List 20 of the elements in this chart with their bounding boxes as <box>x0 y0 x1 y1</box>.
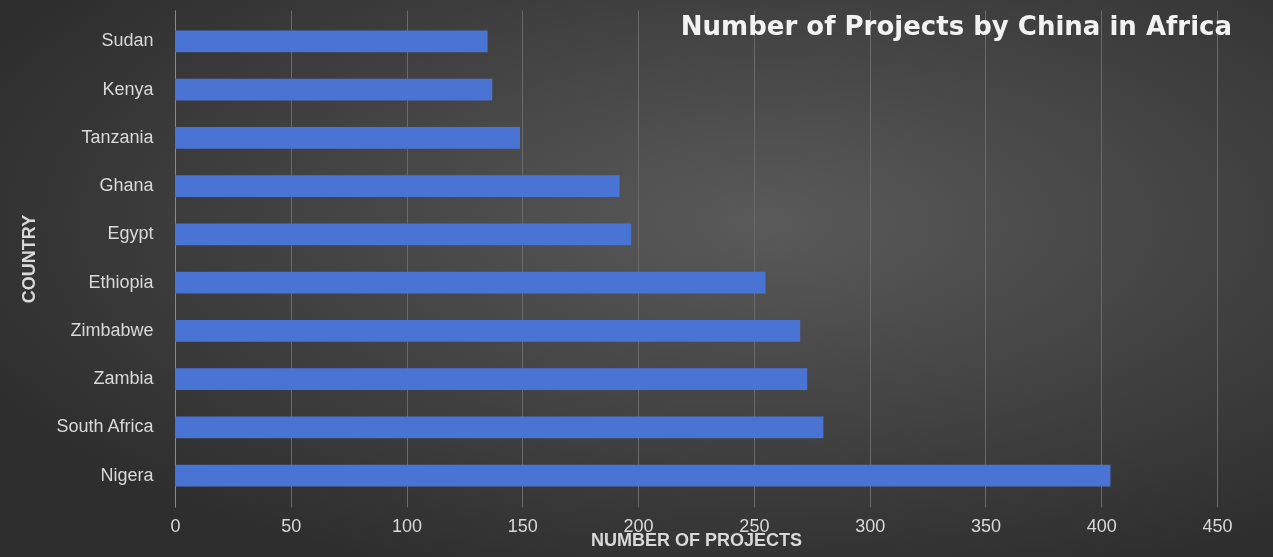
y-tick-label: Ethiopia <box>88 271 155 292</box>
x-tick-label: 300 <box>855 515 886 536</box>
y-tick-label: Kenya <box>102 78 155 99</box>
chart-title: Number of Projects by China in Africa <box>680 11 1233 41</box>
x-tick-label: 400 <box>1086 515 1117 536</box>
x-tick-label: 450 <box>1202 515 1233 536</box>
y-tick-label: Ghana <box>99 175 155 196</box>
x-tick-label: 50 <box>281 515 302 536</box>
x-tick-label: 150 <box>507 515 538 536</box>
y-tick-label: Nigera <box>100 464 155 485</box>
y-tick-label: Zambia <box>93 368 155 389</box>
y-tick-label: Zimbabwe <box>70 319 154 340</box>
y-tick-label: Egypt <box>107 223 154 244</box>
y-tick-label: South Africa <box>56 416 155 437</box>
y-tick-label: Tanzania <box>81 126 155 147</box>
x-tick-label: 0 <box>170 515 181 536</box>
y-axis-title: COUNTRY <box>19 214 40 304</box>
x-tick-label: 350 <box>970 515 1001 536</box>
y-tick-label: Sudan <box>101 30 154 51</box>
x-tick-label: 100 <box>392 515 423 536</box>
